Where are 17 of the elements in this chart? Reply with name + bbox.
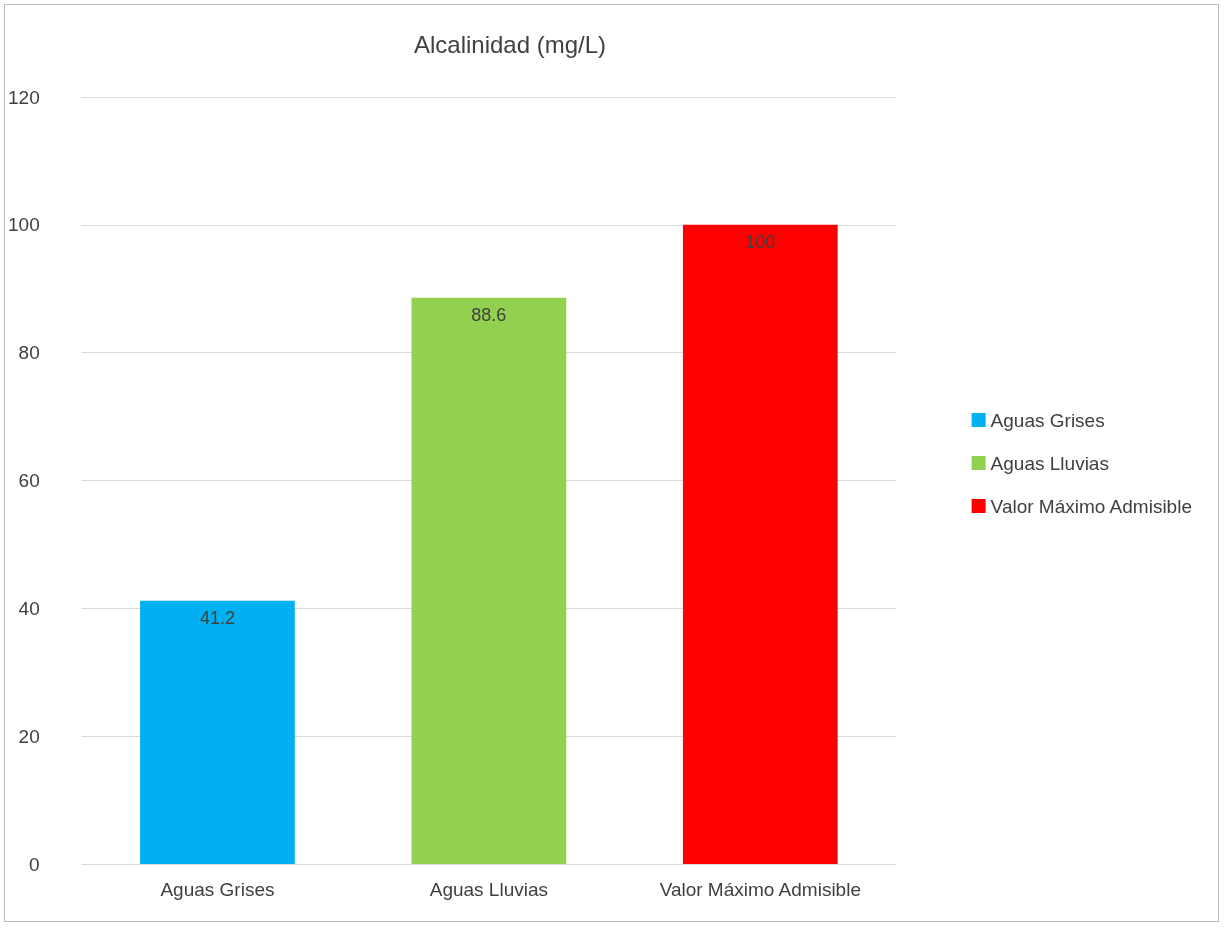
data-label: 41.2	[199, 607, 235, 628]
y-tick-label: 100	[8, 214, 40, 236]
y-tick-label: 120	[8, 86, 40, 108]
y-tick-label: 40	[18, 597, 40, 619]
legend-label: Aguas Lluvias	[990, 452, 1109, 474]
legend-label: Valor Máximo Admisible	[990, 495, 1192, 517]
x-tick-label: Valor Máximo Admisible	[659, 879, 861, 900]
data-label: 88.6	[471, 304, 507, 325]
legend-label: Aguas Grises	[990, 409, 1105, 431]
y-tick-label: 80	[18, 342, 40, 364]
data-label: 100	[745, 231, 776, 252]
x-tick-label: Aguas Grises	[160, 879, 275, 900]
y-tick-label: 20	[18, 725, 40, 747]
x-tick-label: Aguas Lluvias	[429, 879, 548, 900]
y-tick-label: 0	[29, 853, 40, 875]
y-tick-label: 60	[18, 470, 40, 491]
chart-title: Alcalinidad (mg/L)	[413, 30, 607, 58]
